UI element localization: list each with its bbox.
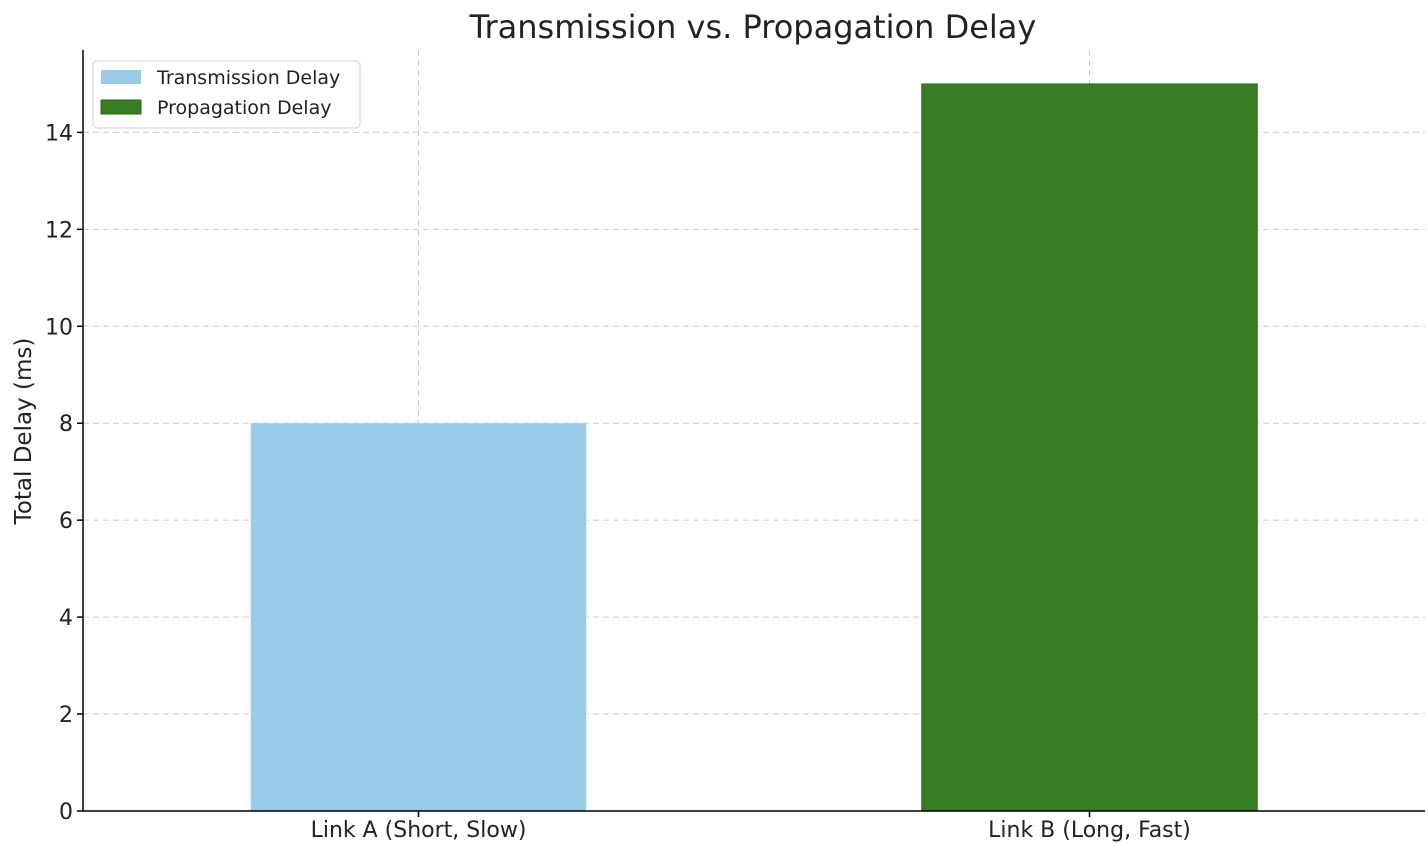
y-tick-label: 10 (45, 315, 73, 340)
chart-title: Transmission vs. Propagation Delay (469, 8, 1037, 46)
x-tick-label: Link B (Long, Fast) (988, 818, 1191, 843)
legend-entry-label: Propagation Delay (157, 97, 331, 119)
tick-labels: 0 2 4 6 8 10 12 14 Link A (Short, Slow) Link B (L… (45, 121, 1191, 843)
x-tick-label: Link A (Short, Slow) (311, 818, 527, 843)
y-tick-label: 8 (59, 412, 73, 437)
legend-box (92, 60, 361, 129)
axes (77, 50, 1425, 817)
bars (250, 83, 1258, 812)
y-tick-label: 0 (59, 800, 73, 825)
legend-entry-label: Transmission Delay (156, 67, 340, 89)
bar-propagation-delay (921, 83, 1258, 812)
y-tick-label: 14 (45, 121, 73, 146)
y-tick-label: 6 (59, 509, 73, 534)
legend: Transmission Delay Propagation Delay (92, 60, 361, 129)
y-tick-label: 2 (59, 703, 73, 728)
y-axis-label: Total Delay (ms) (11, 338, 37, 526)
legend-swatch (100, 99, 142, 115)
y-tick-label: 4 (59, 606, 73, 631)
y-tick-label: 12 (45, 218, 73, 243)
legend-swatch (101, 70, 141, 84)
bar-transmission-delay (250, 423, 587, 811)
